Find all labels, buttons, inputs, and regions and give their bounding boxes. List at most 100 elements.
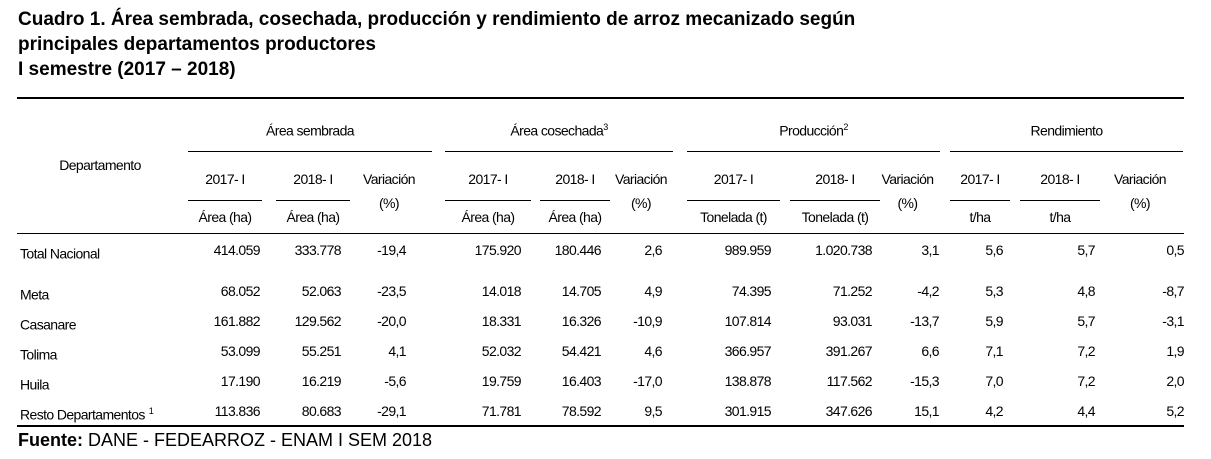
year-rule	[188, 200, 262, 201]
table-cell: 5,9	[985, 313, 1003, 329]
year-header: 2017- I	[205, 171, 245, 187]
year-header: 2017- I	[713, 171, 754, 187]
group-header: Producción2	[687, 119, 940, 139]
variation-unit: (%)	[1130, 195, 1151, 211]
table-cell: 107.814	[724, 313, 772, 329]
table-cell: 5,6	[985, 242, 1003, 258]
year-header: 2018- I	[555, 171, 595, 187]
group-header: Área sembrada	[188, 119, 432, 139]
header-departamento: Departamento	[59, 157, 141, 173]
year-header: 2018- I	[815, 171, 855, 187]
table-cell: 18.331	[481, 313, 522, 329]
group-rule	[950, 151, 1183, 152]
table-cell: 4,4	[1077, 403, 1095, 419]
table-cell: 5,3	[985, 283, 1003, 299]
footnote-mark: 2	[843, 122, 848, 132]
table-cell: 414.059	[213, 242, 261, 258]
table-cell: 16.219	[301, 373, 342, 389]
table-subtitle: principales departamentos productores	[18, 34, 376, 55]
table-cell: 14.018	[481, 283, 522, 299]
table-cell: 52.032	[481, 343, 522, 359]
table-title: Cuadro 1. Área sembrada, cosechada, prod…	[18, 9, 856, 30]
table-cell: 0,5	[1166, 242, 1184, 258]
unit-header: Tonelada (t)	[700, 209, 767, 225]
table-cell: 16.403	[561, 373, 602, 389]
table-cell: 54.421	[561, 343, 602, 359]
table-period: I semestre (2017 – 2018)	[18, 59, 236, 80]
source-label: Fuente:	[18, 430, 83, 450]
table-cell: 117.562	[826, 373, 873, 389]
table-cell: 16.326	[561, 313, 602, 329]
table-cell: -8,7	[1162, 283, 1184, 299]
table-cell: 4,1	[388, 343, 406, 359]
table-cell: 2,0	[1166, 373, 1184, 389]
table-cell: 17.190	[220, 373, 261, 389]
table-row: Casanare 161.882 129.562 -20,0 18.331 16.326 -…	[0, 313, 1211, 333]
variation-unit: (%)	[631, 195, 652, 211]
table-cell: -13,7	[910, 313, 940, 329]
table-cell: 7,1	[985, 343, 1003, 359]
table-cell: 180.446	[554, 242, 602, 258]
group-rule	[445, 151, 673, 152]
row-label: Tolima	[20, 343, 61, 363]
year-header: 2018- I	[1040, 171, 1080, 187]
table-cell: 2,6	[644, 242, 662, 258]
year-rule	[1020, 200, 1100, 201]
table-cell: 53.099	[220, 343, 261, 359]
unit-header: t/ha	[1049, 209, 1072, 225]
table-cell: 1.020.738	[815, 242, 872, 258]
department-name: Meta	[20, 286, 49, 303]
group-header: Área cosechada3	[445, 119, 673, 139]
table-cell: 5,7	[1077, 242, 1095, 258]
table-cell: 7,2	[1077, 343, 1095, 359]
row-label: Casanare	[20, 313, 80, 333]
department-name: Total Nacional	[20, 245, 100, 262]
row-label: Total Nacional	[20, 242, 104, 262]
group-header: Rendimiento	[950, 119, 1183, 139]
table-cell: 1,9	[1166, 343, 1184, 359]
group-label: Rendimiento	[1030, 122, 1104, 139]
variation-header: Variación	[363, 171, 416, 187]
table-cell: 93.031	[832, 313, 873, 329]
table-cell: 5,7	[1077, 313, 1095, 329]
table-cell: 4,8	[1077, 283, 1095, 299]
department-name: Resto Departamentos	[20, 406, 145, 423]
group-rule	[188, 151, 432, 152]
year-header: 2017- I	[468, 171, 508, 187]
table-cell: 19.759	[481, 373, 522, 389]
row-label: Resto Departamentos 1	[20, 403, 154, 423]
department-name: Casanare	[20, 316, 77, 333]
table-cell: 15,1	[914, 403, 939, 419]
table-row: Resto Departamentos 1 113.836 80.683 -29,1 71…	[0, 403, 1211, 423]
table-cell: 55.251	[301, 343, 342, 359]
table-cell: 9,5	[644, 403, 662, 419]
table-cell: 6,6	[921, 343, 939, 359]
table-cell: 3,1	[921, 242, 939, 258]
row-label: Huila	[20, 373, 53, 393]
table-cell: 366.957	[724, 343, 772, 359]
year-header: 2017- I	[960, 171, 1000, 187]
table-cell: 7,2	[1077, 373, 1095, 389]
table-cell: -5,6	[384, 373, 406, 389]
table-cell: -4,2	[917, 283, 939, 299]
year-rule	[790, 200, 880, 201]
variation-header: Variación	[615, 171, 668, 187]
table-cell: 78.592	[561, 403, 602, 419]
source-note: Fuente: DANE - FEDEARROZ - ENAM I SEM 20…	[18, 430, 432, 451]
unit-header: Área (ha)	[198, 209, 253, 225]
table-cell: -10,9	[633, 313, 663, 329]
table-cell: -29,1	[377, 403, 407, 419]
table-cell: 7,0	[985, 373, 1003, 389]
table-cell: 989.959	[724, 242, 772, 258]
table-cell: 4,2	[985, 403, 1003, 419]
source-text: DANE - FEDEARROZ - ENAM I SEM 2018	[83, 430, 433, 450]
table-cell: 14.705	[561, 283, 602, 299]
footnote-mark: 3	[603, 122, 608, 132]
table-cell: 80.683	[301, 403, 342, 419]
header-rule	[17, 233, 1184, 234]
year-header: 2018- I	[293, 171, 333, 187]
table-cell: 347.626	[825, 403, 873, 419]
year-rule	[540, 200, 610, 201]
table-cell: 138.878	[724, 373, 772, 389]
year-rule	[445, 200, 531, 201]
